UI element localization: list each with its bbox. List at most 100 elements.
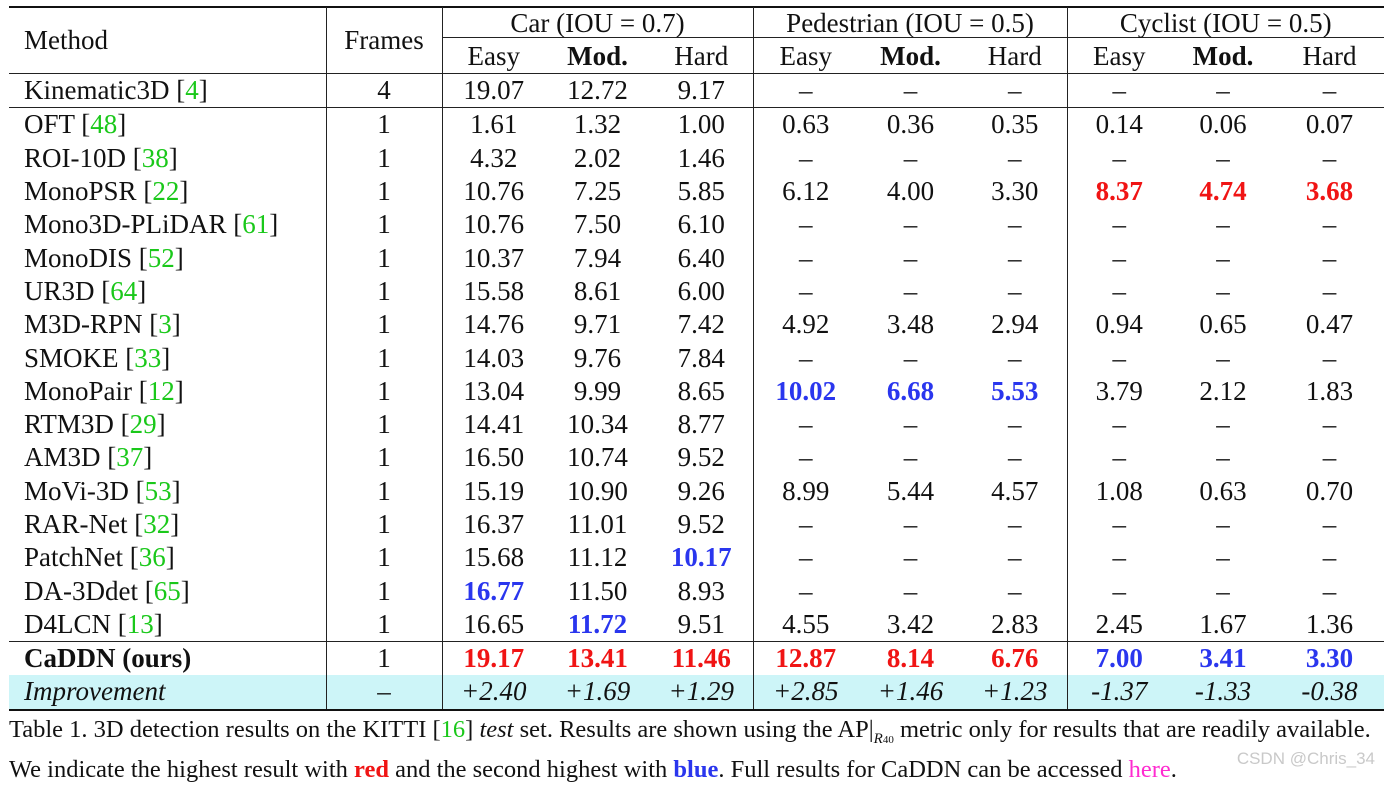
value-cell: 2.45 [1095,608,1143,639]
value-cell: 0.94 [1095,309,1143,340]
value-cell: – [1067,72,1172,108]
method-name: MonoPair [24,375,132,406]
table-row: ROI-10D [38] 1 4.32 2.02 1.46 – – – – – – [9,141,1384,175]
value-cell: – [903,142,918,173]
header-mod: Mod. [567,41,628,71]
frames-cell: 1 [326,208,443,242]
frames-cell: 1 [326,374,443,408]
value-cell: – [1216,442,1230,473]
value-cell: – [1275,72,1385,108]
value-cell: – [1112,575,1127,606]
value-cell: 10.34 [567,409,628,440]
value-cell: 2.12 [1199,375,1247,406]
value-cell: – [1322,275,1337,306]
citation-link[interactable]: 38 [141,142,169,173]
table-row: CaDDN (ours) 1 19.17 13.41 11.46 12.87 8.14 6.7… [9,641,1385,676]
value-cell: – [1216,575,1230,606]
citation-link[interactable]: 29 [129,409,157,440]
value-cell: 11.50 [567,575,628,606]
frames-cell: 1 [326,107,443,142]
table-row: AM3D [37] 1 16.50 10.74 9.52 – – – – – – [9,441,1384,475]
citation-link[interactable]: 64 [110,275,138,306]
citation-link[interactable]: 12 [147,375,175,406]
citation-link[interactable]: 32 [143,509,171,539]
frames-cell: 1 [326,641,443,676]
table-row: MoVi-3D [53] 1 15.19 10.90 9.26 8.99 5.44 4.57 1… [9,474,1384,508]
value-cell: 4.92 [782,309,830,340]
header-pedestrian: Pedestrian (IOU = 0.5) [753,7,1068,40]
value-cell: 9.71 [573,309,622,340]
table-row: DA-3Ddet [65] 1 16.77 11.50 8.93 – – – – – – [9,574,1384,608]
value-cell: 11.46 [650,641,754,676]
value-cell: – [963,72,1068,108]
value-cell: 1.36 [1305,608,1354,639]
results-link[interactable]: here [1128,756,1171,783]
method-cell: Kinematic3D [4] [9,72,327,108]
citation-link[interactable]: 16 [440,716,466,743]
table-row: RTM3D [29] 1 14.41 10.34 8.77 – – – – – – [9,407,1384,442]
frames-cell: 1 [326,441,443,475]
table-row: D4LCN [13] 1 16.65 11.72 9.51 4.55 3.42 2.83 2.4… [9,607,1384,642]
value-cell: 1.61 [442,107,545,142]
table-row: OFT [48] 1 1.61 1.32 1.00 0.63 0.36 0.35 0.14 0.0… [9,107,1385,142]
value-cell: +1.46 [858,675,964,711]
citation-link[interactable]: 13 [126,608,154,639]
value-cell: – [1216,242,1230,273]
value-cell: +1.69 [545,675,650,711]
table-row: Kinematic3D [4] 4 19.07 12.72 9.17– – – – – – [9,72,1385,108]
value-cell: 6.76 [963,641,1068,676]
value-cell: – [963,574,1068,608]
citation-link[interactable]: 48 [90,109,118,140]
method-cell: D4LCN [13] [9,607,327,642]
table-row: MonoDIS [52] 1 10.37 7.94 6.40 – – – – – – [9,241,1384,275]
table-row: M3D-RPN [3] 1 14.76 9.71 7.42 4.92 3.48 2.94 0.9… [9,308,1384,342]
value-cell: 5.44 [886,475,935,506]
watermark: CSDN @Chris_34 [1236,749,1375,768]
value-cell: – [858,72,964,108]
method-cell: RAR-Net [32] [9,507,327,542]
value-cell: – [1216,542,1230,573]
value-cell: – [799,209,813,240]
value-cell: 13.04 [463,375,525,406]
value-cell: – [1216,142,1230,173]
citation-link[interactable]: 4 [185,75,199,106]
value-cell: 5.53 [963,374,1068,408]
value-cell: 1.67 [1199,608,1247,639]
method-cell: AM3D [37] [9,441,327,475]
value-cell: – [963,274,1068,309]
value-cell: 11.01 [567,509,628,539]
value-cell: – [799,275,813,306]
value-cell: 4.57 [963,474,1068,508]
value-cell: – [1322,209,1337,240]
citation-link[interactable]: 52 [147,242,175,273]
citation-link[interactable]: 53 [144,475,172,506]
method-cell: MonoPair [12] [9,374,327,408]
method-name: CaDDN (ours) [24,643,192,674]
citation-link[interactable]: 22 [152,176,180,207]
value-cell: 7.94 [573,242,622,273]
value-cell: 14.76 [463,309,525,340]
value-cell: 0.35 [963,107,1068,142]
value-cell: 15.19 [463,475,525,506]
frames-cell: 1 [326,607,443,642]
table-row: Mono3D-PLiDAR [61] 1 10.76 7.50 6.10 – – – – – – [9,208,1384,242]
citation-link[interactable]: 33 [134,342,162,373]
method-name: MonoDIS [24,242,133,273]
value-cell: 15.68 [463,542,525,573]
citation-link[interactable]: 3 [158,309,172,340]
citation-link[interactable]: 61 [242,209,270,240]
citation-link[interactable]: 65 [153,575,181,606]
frames-cell: 1 [326,341,443,375]
method-cell: Mono3D-PLiDAR [61] [9,208,327,242]
value-cell: – [799,342,813,373]
citation-link[interactable]: 37 [116,442,144,473]
value-cell: – [1322,575,1337,606]
value-cell: – [799,509,813,539]
value-cell: 10.02 [775,375,837,406]
value-cell: – [1112,542,1127,573]
value-cell: 9.26 [650,474,754,508]
value-cell: 3.42 [886,608,935,639]
value-cell: 6.00 [650,274,754,309]
citation-link[interactable]: 36 [138,542,166,573]
value-cell: – [903,209,918,240]
